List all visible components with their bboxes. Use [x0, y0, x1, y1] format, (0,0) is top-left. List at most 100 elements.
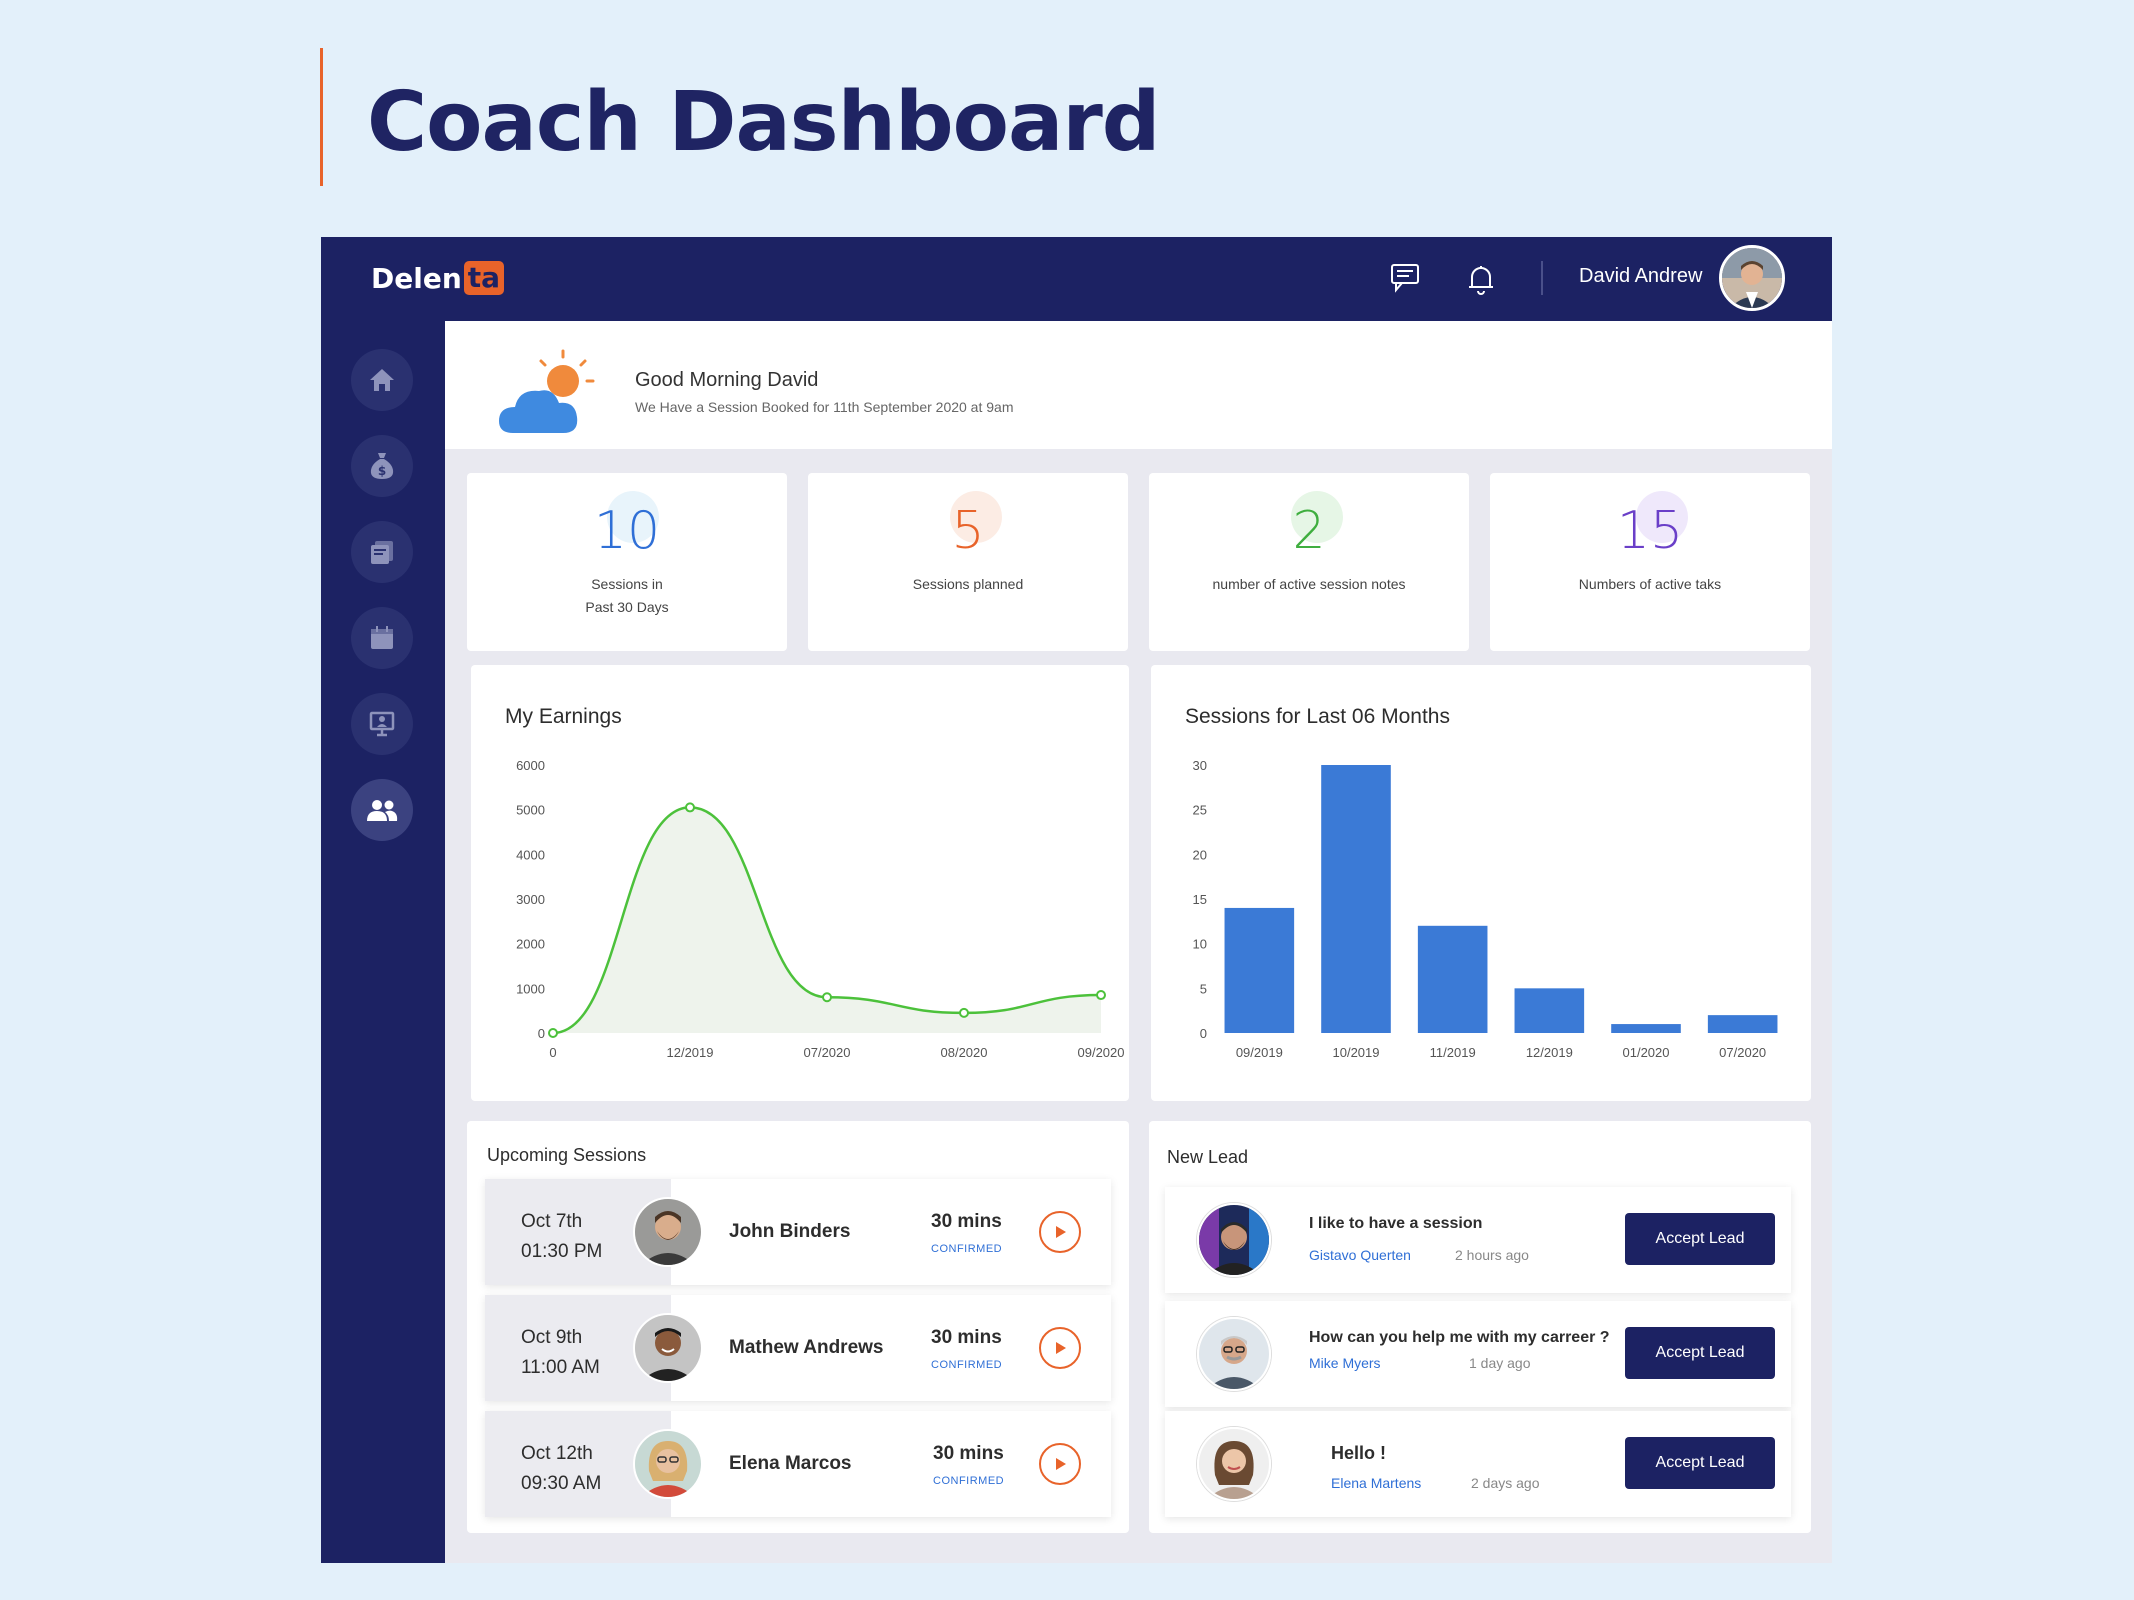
earnings-point[interactable]	[548, 1028, 558, 1038]
stat-bubble	[950, 491, 1002, 543]
x-tick-label: 11/2019	[1430, 1045, 1476, 1060]
x-tick-label: 0	[549, 1045, 556, 1060]
stat-card-active-tasks[interactable]: 15 Numbers of active taks	[1490, 473, 1810, 651]
stat-card-sessions-past-30[interactable]: 10 Sessions in Past 30 Days	[467, 473, 787, 651]
sidebar: $	[321, 321, 445, 1563]
user-name[interactable]: David Andrew	[1579, 265, 1703, 287]
x-tick-label: 09/2019	[1236, 1045, 1283, 1060]
lead-time: 1 day ago	[1469, 1355, 1531, 1371]
earnings-point[interactable]	[685, 802, 695, 813]
sessions-chart-title: Sessions for Last 06 Months	[1185, 705, 1450, 728]
session-status: CONFIRMED	[933, 1475, 1005, 1487]
accept-lead-button[interactable]: Accept Lead	[1625, 1437, 1775, 1489]
avatar	[1197, 1427, 1271, 1501]
play-button[interactable]	[1039, 1211, 1081, 1253]
y-tick-label: 5000	[516, 803, 545, 818]
earnings-line	[552, 806, 1102, 1035]
stat-card-sessions-planned[interactable]: 5 Sessions planned	[808, 473, 1128, 651]
session-date: Oct 7th 01:30 PM	[521, 1207, 602, 1267]
stat-value: 15	[1616, 501, 1684, 561]
session-client-name: Elena Marcos	[729, 1453, 852, 1474]
sidebar-item-presentation[interactable]	[351, 693, 413, 755]
accept-lead-button[interactable]: Accept Lead	[1625, 1327, 1775, 1379]
session-date: Oct 9th 11:00 AM	[521, 1323, 600, 1383]
session-row[interactable]: Oct 7th 01:30 PM John Binders 30 mins CON…	[485, 1179, 1111, 1285]
session-status: CONFIRMED	[931, 1243, 1003, 1255]
session-bar[interactable]	[1224, 907, 1295, 1033]
stat-bubble	[1291, 491, 1343, 543]
notes-icon	[371, 541, 393, 564]
session-bar[interactable]	[1321, 765, 1391, 1033]
play-button[interactable]	[1039, 1327, 1081, 1369]
sidebar-item-home[interactable]	[351, 349, 413, 411]
lead-time: 2 hours ago	[1455, 1247, 1529, 1263]
stat-label: Numbers of active taks	[1578, 576, 1722, 592]
session-row[interactable]: Oct 12th 09:30 AM Elena Marcos 30 mins CO…	[485, 1411, 1111, 1517]
earnings-point[interactable]	[1096, 990, 1106, 1001]
dashboard-app: Delen ta David Andrew	[321, 237, 1832, 1563]
stat-bubble	[1636, 491, 1688, 543]
sidebar-item-users[interactable]	[351, 779, 413, 841]
sidebar-item-notes[interactable]	[351, 521, 413, 583]
logo[interactable]: Delen ta	[371, 261, 505, 295]
earnings-point[interactable]	[822, 992, 832, 1003]
logo-main: Delen	[371, 261, 462, 295]
x-tick-label: 10/2019	[1333, 1045, 1380, 1060]
y-tick-label: 10	[1193, 937, 1207, 952]
x-tick-label: 08/2020	[941, 1045, 988, 1060]
x-tick-label: 12/2019	[667, 1045, 714, 1060]
session-row[interactable]: Oct 9th 11:00 AM Mathew Andrews 30 mins C…	[485, 1295, 1111, 1401]
lead-name[interactable]: Mike Myers	[1309, 1355, 1381, 1371]
session-client-name: Mathew Andrews	[729, 1337, 884, 1358]
avatar	[633, 1197, 703, 1267]
y-tick-label: 5	[1200, 981, 1207, 996]
session-bar[interactable]	[1611, 1024, 1681, 1033]
earnings-point[interactable]	[959, 1007, 969, 1018]
bell-icon[interactable]	[1461, 259, 1501, 299]
lead-row[interactable]: I like to have a session Gistavo Querten…	[1165, 1187, 1791, 1293]
stat-label-line1: Sessions in	[591, 576, 663, 592]
lead-name[interactable]: Gistavo Querten	[1309, 1247, 1411, 1263]
stat-card-session-notes[interactable]: 2 number of active session notes	[1149, 473, 1469, 651]
x-tick-label: 09/2020	[1078, 1045, 1125, 1060]
money-bag-icon: $	[370, 453, 394, 479]
new-lead-title: New Lead	[1167, 1147, 1249, 1167]
session-status: CONFIRMED	[931, 1359, 1003, 1371]
session-duration: 30 mins	[933, 1443, 1004, 1464]
calendar-icon	[371, 626, 393, 649]
session-bar[interactable]	[1514, 988, 1585, 1033]
y-tick-label: 30	[1193, 758, 1207, 773]
x-tick-label: 07/2020	[1719, 1045, 1766, 1060]
session-bar[interactable]	[1707, 1015, 1778, 1033]
x-tick-label: 12/2019	[1526, 1045, 1573, 1060]
lead-row[interactable]: Hello ! Elena Martens 2 days ago Accept …	[1165, 1411, 1791, 1517]
lead-message: How can you help me with my carreer ?	[1309, 1329, 1610, 1346]
y-tick-label: 0	[538, 1026, 545, 1041]
play-icon	[1056, 1458, 1066, 1470]
session-bar[interactable]	[1417, 925, 1488, 1033]
presentation-icon	[369, 711, 395, 737]
y-tick-label: 0	[1200, 1026, 1207, 1041]
upcoming-sessions-title: Upcoming Sessions	[487, 1145, 647, 1165]
user-avatar[interactable]	[1719, 245, 1785, 311]
sessions-chart-card: Sessions for Last 06 Months 0 5 10 15 20 25 30…	[1151, 665, 1811, 1101]
home-icon	[370, 369, 394, 391]
lead-message: I like to have a session	[1309, 1215, 1483, 1232]
y-tick-label: 25	[1193, 803, 1207, 818]
session-duration: 30 mins	[931, 1211, 1002, 1232]
stat-value: 10	[593, 501, 661, 561]
earnings-chart-title: My Earnings	[505, 705, 622, 728]
lead-name[interactable]: Elena Martens	[1331, 1475, 1422, 1491]
sidebar-item-earnings[interactable]: $	[351, 435, 413, 497]
chat-icon[interactable]	[1385, 259, 1425, 299]
header-divider	[1541, 261, 1543, 295]
play-icon	[1056, 1226, 1066, 1238]
avatar	[1197, 1317, 1271, 1391]
session-date-block: Oct 7th 01:30 PM	[485, 1179, 671, 1285]
play-button[interactable]	[1039, 1443, 1081, 1485]
accept-lead-button[interactable]: Accept Lead	[1625, 1213, 1775, 1265]
lead-row[interactable]: How can you help me with my carreer ? Mi…	[1165, 1301, 1791, 1407]
stat-label: Sessions planned	[912, 576, 1024, 592]
session-date: Oct 12th 09:30 AM	[521, 1439, 601, 1499]
sidebar-item-calendar[interactable]	[351, 607, 413, 669]
